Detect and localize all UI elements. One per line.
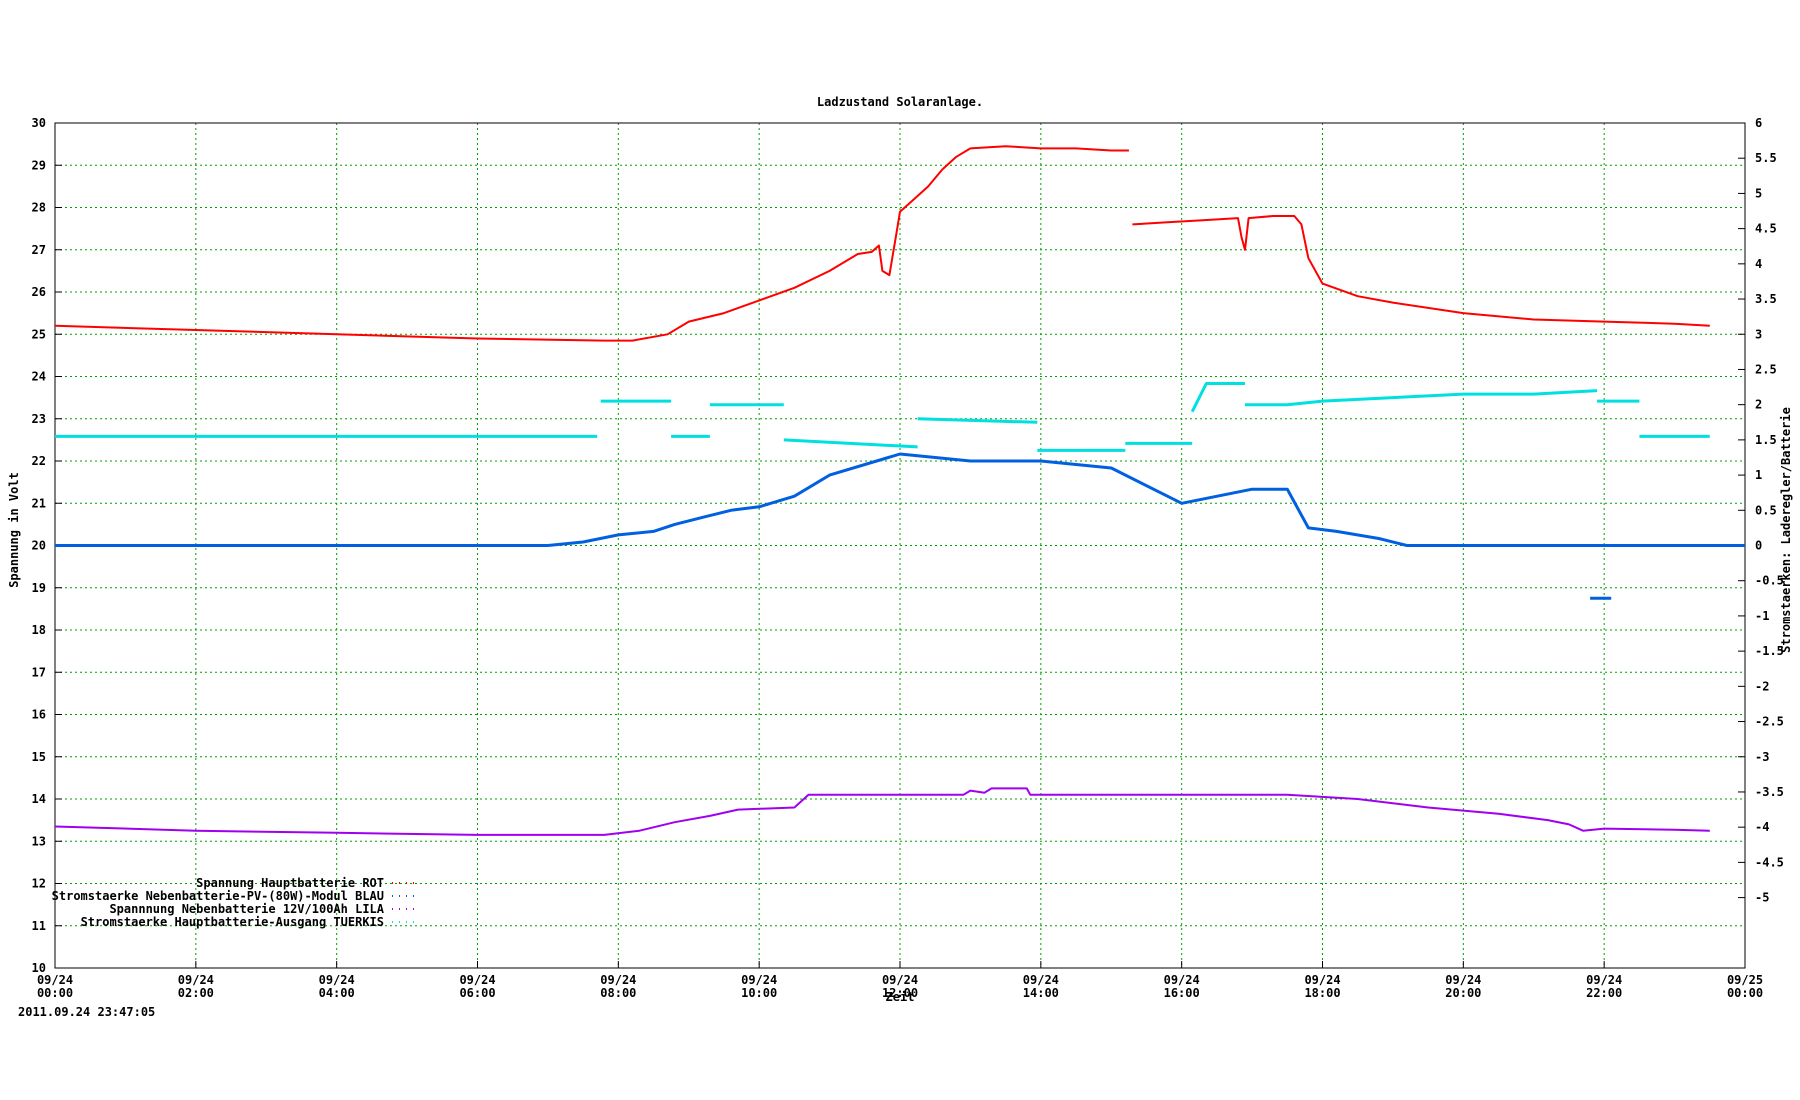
y2-tick-label: -3.5 <box>1755 785 1784 799</box>
chart-title: Ladzustand Solaranlage. <box>817 95 983 109</box>
y2-tick-label: -1 <box>1755 609 1769 623</box>
series-line <box>54 787 1710 836</box>
x-tick-label-time: 20:00 <box>1445 986 1481 1000</box>
series-3 <box>55 382 1710 452</box>
y-tick-label: 20 <box>32 539 46 553</box>
y2-tick-label: -4.5 <box>1755 855 1784 869</box>
x-tick-label-time: 16:00 <box>1164 986 1200 1000</box>
y2-tick-label: -4 <box>1755 820 1769 834</box>
y2-tick-label: 5 <box>1755 186 1762 200</box>
y2-tick-label: 3.5 <box>1755 292 1777 306</box>
legend-label-turquoise: Stromstaerke Hauptbatterie-Ausgang TUERK… <box>81 915 384 929</box>
legend: Spannung Hauptbatterie ROT Stromstaerke … <box>52 876 420 929</box>
y2-tick-label: -5 <box>1755 891 1769 905</box>
y2-tick-label: -1.5 <box>1755 644 1784 658</box>
y-tick-label: 27 <box>32 243 46 257</box>
y-tick-label: 16 <box>32 708 46 722</box>
y2-tick-label: 1.5 <box>1755 433 1777 447</box>
x-tick-label-date: 09/24 <box>319 973 355 987</box>
x-tick-label-date: 09/24 <box>459 973 495 987</box>
y-tick-label: 17 <box>32 665 46 679</box>
x-tick-label-date: 09/25 <box>1727 973 1763 987</box>
axis-ticks: 1011121314151617181920212223242526272829… <box>32 116 1784 1000</box>
series-line <box>54 145 1129 342</box>
y2-tick-label: -0.5 <box>1755 574 1784 588</box>
y2-tick-label: -2 <box>1755 679 1769 693</box>
y-tick-label: 26 <box>32 285 46 299</box>
x-tick-label-date: 09/24 <box>1304 973 1340 987</box>
y2-tick-label: -3 <box>1755 750 1769 764</box>
x-tick-label-date: 09/24 <box>37 973 73 987</box>
y-axis-label: Spannung in Volt <box>7 472 21 588</box>
y2-tick-label: 3 <box>1755 327 1762 341</box>
x-tick-label-time: 00:00 <box>1727 986 1763 1000</box>
data-series <box>54 145 1745 836</box>
legend-label-purple: Spannnung Nebenbatterie 12V/100Ah LILA <box>109 902 384 916</box>
x-tick-label-date: 09/24 <box>600 973 636 987</box>
y-tick-label: 15 <box>32 750 46 764</box>
y-tick-label: 25 <box>32 327 46 341</box>
series-line <box>1190 382 1245 413</box>
y-tick-label: 19 <box>32 581 46 595</box>
series-line <box>783 438 918 449</box>
y-tick-label: 18 <box>32 623 46 637</box>
y2-tick-label: 4.5 <box>1755 222 1777 236</box>
y2-axis-label: Stromstaerken: Laderegler/Batterie <box>1779 407 1793 653</box>
series-line <box>55 452 1745 547</box>
y-tick-label: 30 <box>32 116 46 130</box>
x-tick-label-time: 22:00 <box>1586 986 1622 1000</box>
y-tick-label: 22 <box>32 454 46 468</box>
y-tick-label: 14 <box>32 792 46 806</box>
x-tick-label-time: 00:00 <box>37 986 73 1000</box>
y2-tick-label: -2.5 <box>1755 715 1784 729</box>
legend-label-red: Spannung Hauptbatterie ROT <box>196 876 384 890</box>
x-tick-label-date: 09/24 <box>1445 973 1481 987</box>
y2-tick-label: 0.5 <box>1755 503 1777 517</box>
y-tick-label: 28 <box>32 201 46 215</box>
series-0 <box>54 145 1710 342</box>
x-axis-label: Zeit <box>886 990 915 1004</box>
series-line <box>1245 389 1598 407</box>
x-tick-label-date: 09/24 <box>1023 973 1059 987</box>
y-tick-label: 11 <box>32 919 46 933</box>
y2-tick-label: 5.5 <box>1755 151 1777 165</box>
x-tick-label-time: 06:00 <box>459 986 495 1000</box>
y-tick-label: 23 <box>32 412 46 426</box>
x-tick-label-date: 09/24 <box>1586 973 1622 987</box>
series-line <box>917 417 1038 424</box>
x-tick-label-date: 09/24 <box>882 973 918 987</box>
x-tick-label-date: 09/24 <box>178 973 214 987</box>
y-tick-label: 12 <box>32 877 46 891</box>
x-tick-label-time: 04:00 <box>319 986 355 1000</box>
y-tick-label: 10 <box>32 961 46 975</box>
x-tick-label-time: 02:00 <box>178 986 214 1000</box>
timestamp: 2011.09.24 23:47:05 <box>18 1005 155 1019</box>
x-tick-label-time: 14:00 <box>1023 986 1059 1000</box>
series-1 <box>55 452 1745 600</box>
series-2 <box>54 787 1710 836</box>
x-tick-label-time: 08:00 <box>600 986 636 1000</box>
x-tick-label-date: 09/24 <box>1164 973 1200 987</box>
y2-tick-label: 0 <box>1755 539 1762 553</box>
x-tick-label-date: 09/24 <box>741 973 777 987</box>
legend-label-blue: Stromstaerke Nebenbatterie-PV-(80W)-Modu… <box>52 889 384 903</box>
y2-tick-label: 2 <box>1755 398 1762 412</box>
y2-tick-label: 4 <box>1755 257 1762 271</box>
y2-tick-label: 6 <box>1755 116 1762 130</box>
y2-tick-label: 2.5 <box>1755 362 1777 376</box>
y-tick-label: 13 <box>32 834 46 848</box>
y-tick-label: 29 <box>32 158 46 172</box>
y2-tick-label: 1 <box>1755 468 1762 482</box>
x-tick-label-time: 18:00 <box>1304 986 1340 1000</box>
series-line <box>1132 215 1710 327</box>
x-tick-label-time: 12:00 <box>882 986 918 1000</box>
x-tick-label-time: 10:00 <box>741 986 777 1000</box>
y-tick-label: 24 <box>32 370 46 384</box>
y-tick-label: 21 <box>32 496 46 510</box>
